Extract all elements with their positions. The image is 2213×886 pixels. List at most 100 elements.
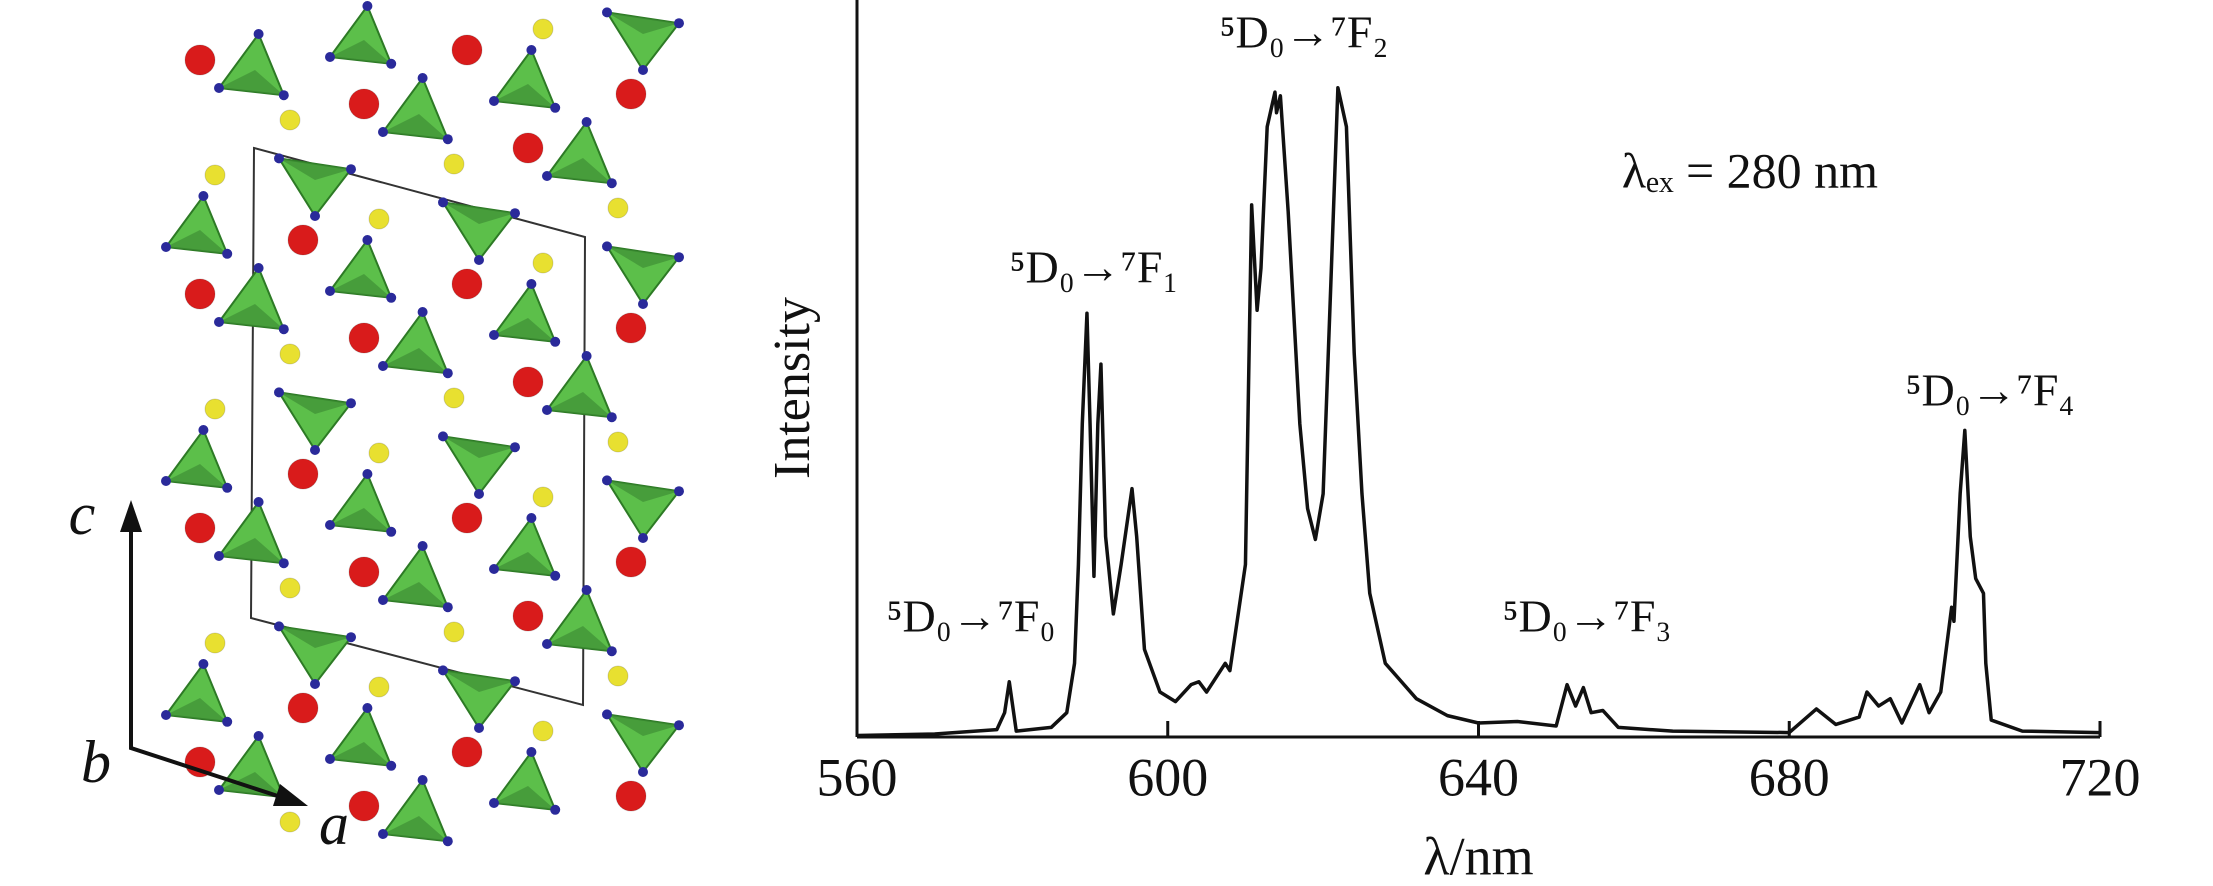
- tetrahedron-face: [383, 348, 448, 374]
- oxygen: [278, 558, 289, 569]
- red-atom: [615, 546, 647, 578]
- red-atom: [615, 78, 647, 110]
- oxygen: [526, 279, 537, 289]
- oxygen: [550, 336, 561, 347]
- oxygen: [386, 292, 397, 303]
- oxygen: [638, 65, 648, 75]
- oxygen: [606, 646, 617, 657]
- oxygen: [214, 317, 224, 327]
- oxygen: [214, 785, 224, 795]
- oxygen: [438, 431, 448, 442]
- oxygen: [550, 102, 561, 113]
- oxygen: [674, 486, 684, 497]
- oxygen: [274, 153, 284, 164]
- arrowhead: [120, 500, 142, 532]
- red-atom: [348, 556, 380, 588]
- oxygen: [325, 52, 335, 62]
- oxygen: [581, 117, 592, 127]
- red-atom: [348, 88, 380, 120]
- oxygen: [606, 412, 617, 423]
- tetrahedron-face: [279, 392, 351, 414]
- annotation: ⁵D₀→⁷F₂: [1220, 7, 1389, 58]
- y-axis-label: Intensity: [764, 297, 821, 479]
- x-tick-label: 560: [817, 747, 898, 807]
- oxygen: [378, 361, 388, 371]
- axis-b-label: b: [81, 729, 111, 795]
- red-atom: [348, 790, 380, 822]
- yellow-atom: [204, 164, 226, 186]
- red-atom: [184, 44, 216, 76]
- arrowhead: [273, 784, 308, 806]
- oxygen: [602, 475, 612, 486]
- oxygen: [386, 526, 397, 537]
- oxygen: [542, 639, 552, 649]
- oxygen: [222, 716, 233, 727]
- red-atom: [512, 132, 544, 164]
- oxygen: [438, 665, 448, 676]
- tetrahedron-face: [607, 246, 679, 268]
- tetrahedron: [492, 749, 557, 811]
- x-tick-label: 680: [1749, 747, 1830, 807]
- oxygen: [550, 804, 561, 815]
- oxygen: [474, 723, 484, 733]
- tetrahedron-face: [330, 274, 392, 298]
- oxygen: [325, 754, 335, 764]
- tetrahedron-face: [607, 714, 679, 736]
- annotation: λₑₓ = 280 nm: [1622, 142, 1878, 198]
- tetrahedron-face: [166, 230, 228, 254]
- oxygen: [638, 767, 648, 777]
- red-atom: [451, 736, 483, 768]
- oxygen: [362, 235, 373, 245]
- tetrahedron: [328, 471, 393, 533]
- oxygen: [198, 191, 209, 201]
- oxygen: [417, 541, 428, 551]
- red-atom: [287, 692, 319, 724]
- yellow-atom: [607, 665, 629, 687]
- yellow-atom: [279, 343, 301, 365]
- tetrahedron-face: [279, 626, 351, 648]
- tetrahedron-face: [607, 12, 679, 34]
- tetrahedron-face: [607, 480, 679, 502]
- yellow-atom: [532, 252, 554, 274]
- yellow-atom: [443, 387, 465, 409]
- x-tick-label: 640: [1438, 747, 1519, 807]
- oxygen: [674, 18, 684, 29]
- tetrahedron: [492, 281, 557, 343]
- oxygen: [489, 798, 499, 808]
- oxygen: [581, 585, 592, 595]
- oxygen: [253, 29, 264, 39]
- yellow-atom: [532, 720, 554, 742]
- oxygen: [161, 710, 171, 720]
- oxygen: [442, 134, 453, 145]
- oxygen: [198, 659, 209, 669]
- axis-arrows: [129, 508, 291, 802]
- oxygen: [542, 405, 552, 415]
- red-atom: [512, 366, 544, 398]
- structure-axes: [120, 500, 308, 806]
- oxygen: [442, 836, 453, 847]
- tetrahedron: [328, 3, 393, 65]
- tetrahedron-face: [443, 436, 515, 458]
- oxygen: [638, 533, 648, 543]
- yellow-atom: [279, 811, 301, 833]
- oxygen: [362, 469, 373, 479]
- x-tick-label: 600: [1127, 747, 1208, 807]
- oxygen: [489, 330, 499, 340]
- red-atom: [451, 268, 483, 300]
- yellow-atom: [368, 442, 390, 464]
- oxygen: [278, 90, 289, 101]
- oxygen: [417, 307, 428, 317]
- oxygen: [378, 829, 388, 839]
- oxygen: [510, 442, 520, 453]
- axis-a-label: a: [319, 791, 349, 857]
- oxygen: [274, 387, 284, 398]
- oxygen: [378, 127, 388, 137]
- axis-c-label: c: [69, 481, 96, 547]
- oxygen: [474, 255, 484, 265]
- tetrahedron-face: [219, 538, 284, 564]
- tetrahedron: [492, 515, 557, 577]
- oxygen: [489, 96, 499, 106]
- oxygen: [310, 211, 320, 221]
- oxygen: [278, 324, 289, 335]
